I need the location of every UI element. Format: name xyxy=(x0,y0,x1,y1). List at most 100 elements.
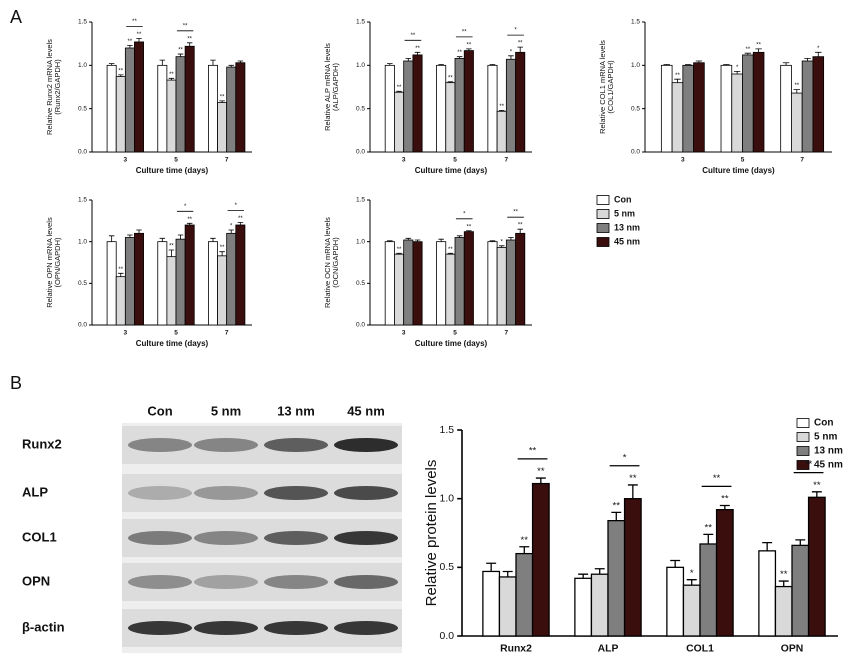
x-tick-label: 5 xyxy=(174,330,178,337)
error-bar xyxy=(210,237,216,242)
y-tick-label: 0.0 xyxy=(356,322,365,329)
legend-swatch xyxy=(796,446,810,456)
bar xyxy=(498,576,517,637)
error-bar xyxy=(438,64,444,66)
bar xyxy=(134,232,144,326)
blot-band xyxy=(128,575,192,589)
x-tick-label: 3 xyxy=(402,157,406,164)
significance-label: ** xyxy=(613,501,621,512)
error-bar xyxy=(186,222,193,225)
blot-band xyxy=(264,575,328,589)
error-bar xyxy=(489,64,496,66)
error-bar xyxy=(237,222,244,225)
bar xyxy=(134,41,144,153)
y-axis-label: (COL1/GAPDH) xyxy=(606,60,615,114)
blot-lane-label: 5 nm xyxy=(211,403,241,418)
significance-label: ** xyxy=(794,83,799,89)
x-tick-label: 3 xyxy=(402,330,406,337)
legend-swatch xyxy=(596,237,610,247)
significance-label: ** xyxy=(397,247,402,253)
x-tick-label: 5 xyxy=(453,157,457,164)
bar xyxy=(487,64,498,153)
bar xyxy=(682,584,701,637)
legend-label: 13 nm xyxy=(814,446,843,457)
bar xyxy=(115,276,126,326)
y-tick-label: 1.0 xyxy=(78,62,87,69)
blot-row-label: Runx2 xyxy=(22,436,62,451)
significance-label: * xyxy=(510,49,513,55)
error-bar xyxy=(396,252,402,255)
error-bar xyxy=(159,59,166,66)
legend-label: 45 nm xyxy=(614,236,640,246)
comparison-label: ** xyxy=(805,459,813,470)
x-tick-label: 7 xyxy=(225,157,229,164)
x-tick-label: 7 xyxy=(505,330,509,337)
error-bar xyxy=(456,56,463,59)
error-bar xyxy=(387,240,393,242)
bar xyxy=(235,224,246,326)
legend-swatch xyxy=(796,418,810,428)
error-bar xyxy=(744,52,752,55)
blot-band xyxy=(334,621,398,635)
significance-label: ** xyxy=(467,42,472,48)
bar xyxy=(699,543,718,637)
bar xyxy=(226,232,237,326)
y-axis-label: Relative OPN mRNA levels xyxy=(45,217,54,308)
blot-band xyxy=(334,486,398,500)
significance-label: ** xyxy=(238,216,243,222)
error-bar xyxy=(136,38,142,42)
error-bar xyxy=(405,58,412,61)
legend-label: 5 nm xyxy=(814,432,837,443)
error-bar xyxy=(168,77,175,81)
y-tick-label: 1.0 xyxy=(440,493,455,504)
blot-row-label: COL1 xyxy=(22,529,57,544)
bar xyxy=(235,62,246,153)
bar xyxy=(666,566,685,637)
error-bar xyxy=(502,570,513,577)
bar xyxy=(496,110,507,153)
legend-label: 45 nm xyxy=(814,460,843,471)
x-tick-label: 3 xyxy=(124,157,128,164)
bar xyxy=(394,253,405,326)
error-bar xyxy=(489,240,496,242)
error-bar xyxy=(793,89,801,94)
blot-band xyxy=(334,575,398,589)
legend-label: Con xyxy=(814,418,833,429)
legend-swatch xyxy=(596,195,610,205)
significance-label: ** xyxy=(629,473,637,484)
y-tick-label: 1.0 xyxy=(356,238,365,245)
legend-swatch xyxy=(796,432,810,442)
bar xyxy=(115,76,126,153)
error-bar xyxy=(486,562,497,572)
blot-band xyxy=(194,486,258,500)
bar xyxy=(412,241,423,326)
western-blot xyxy=(122,423,402,653)
bar xyxy=(801,60,814,153)
bar xyxy=(384,241,395,326)
bar xyxy=(106,64,117,153)
error-bar xyxy=(159,237,166,242)
bar xyxy=(394,91,405,153)
blot-band xyxy=(334,531,398,545)
error-bar xyxy=(219,100,225,103)
significance-label: ** xyxy=(756,42,761,48)
error-bar xyxy=(517,46,523,53)
error-bar xyxy=(108,235,115,242)
bar xyxy=(463,50,474,153)
blot-lane-label: 13 nm xyxy=(277,403,315,418)
comparison-label: ** xyxy=(713,473,721,484)
y-axis-label: (OCN/GAPDH) xyxy=(331,237,340,288)
significance-label: ** xyxy=(169,72,174,78)
error-bar xyxy=(177,234,184,240)
bar xyxy=(124,237,135,326)
bar xyxy=(693,62,705,153)
legend-label: 5 nm xyxy=(614,208,635,218)
legend-swatch xyxy=(796,460,810,470)
error-bar xyxy=(686,579,697,586)
significance-label: ** xyxy=(448,247,453,253)
bar xyxy=(812,56,825,153)
blot-band xyxy=(128,531,192,545)
error-bar xyxy=(517,228,523,234)
bar xyxy=(780,64,792,153)
